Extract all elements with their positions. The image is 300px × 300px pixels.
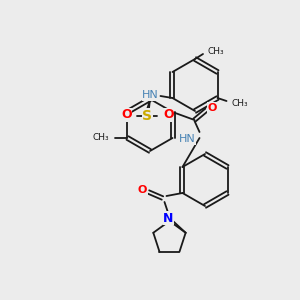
Text: O: O [163,109,174,122]
Text: CH₃: CH₃ [93,134,110,142]
Text: CH₃: CH₃ [207,46,224,56]
Text: O: O [208,103,217,113]
Text: O: O [138,185,147,195]
Text: HN: HN [142,90,159,100]
Text: N: N [163,212,174,224]
Text: S: S [142,109,152,123]
Text: CH₃: CH₃ [232,98,248,107]
Text: O: O [121,109,132,122]
Text: HN: HN [179,134,196,144]
